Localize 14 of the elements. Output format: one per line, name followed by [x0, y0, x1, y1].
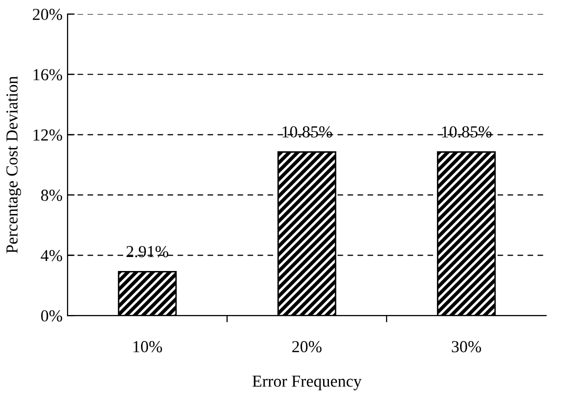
- y-axis-title: Percentage Cost Deviation: [6, 76, 22, 254]
- x-axis-title: Error Frequency: [252, 376, 362, 390]
- x-tick-label: 10%: [134, 341, 162, 352]
- y-tick-label: 16%: [34, 69, 62, 80]
- y-tick-label: 4%: [40, 250, 62, 262]
- y-tick-label: 8%: [41, 190, 62, 201]
- x-tick-label: 30%: [452, 341, 482, 352]
- data-label: 2.91%: [126, 246, 168, 258]
- y-tick-label: 0%: [41, 310, 62, 322]
- x-tick-label: 20%: [292, 341, 322, 352]
- data-label: 10.85%: [282, 126, 332, 138]
- y-tick-label: 20%: [32, 8, 62, 20]
- data-label: 10.85%: [442, 126, 492, 138]
- y-tick-label: 12%: [34, 129, 62, 141]
